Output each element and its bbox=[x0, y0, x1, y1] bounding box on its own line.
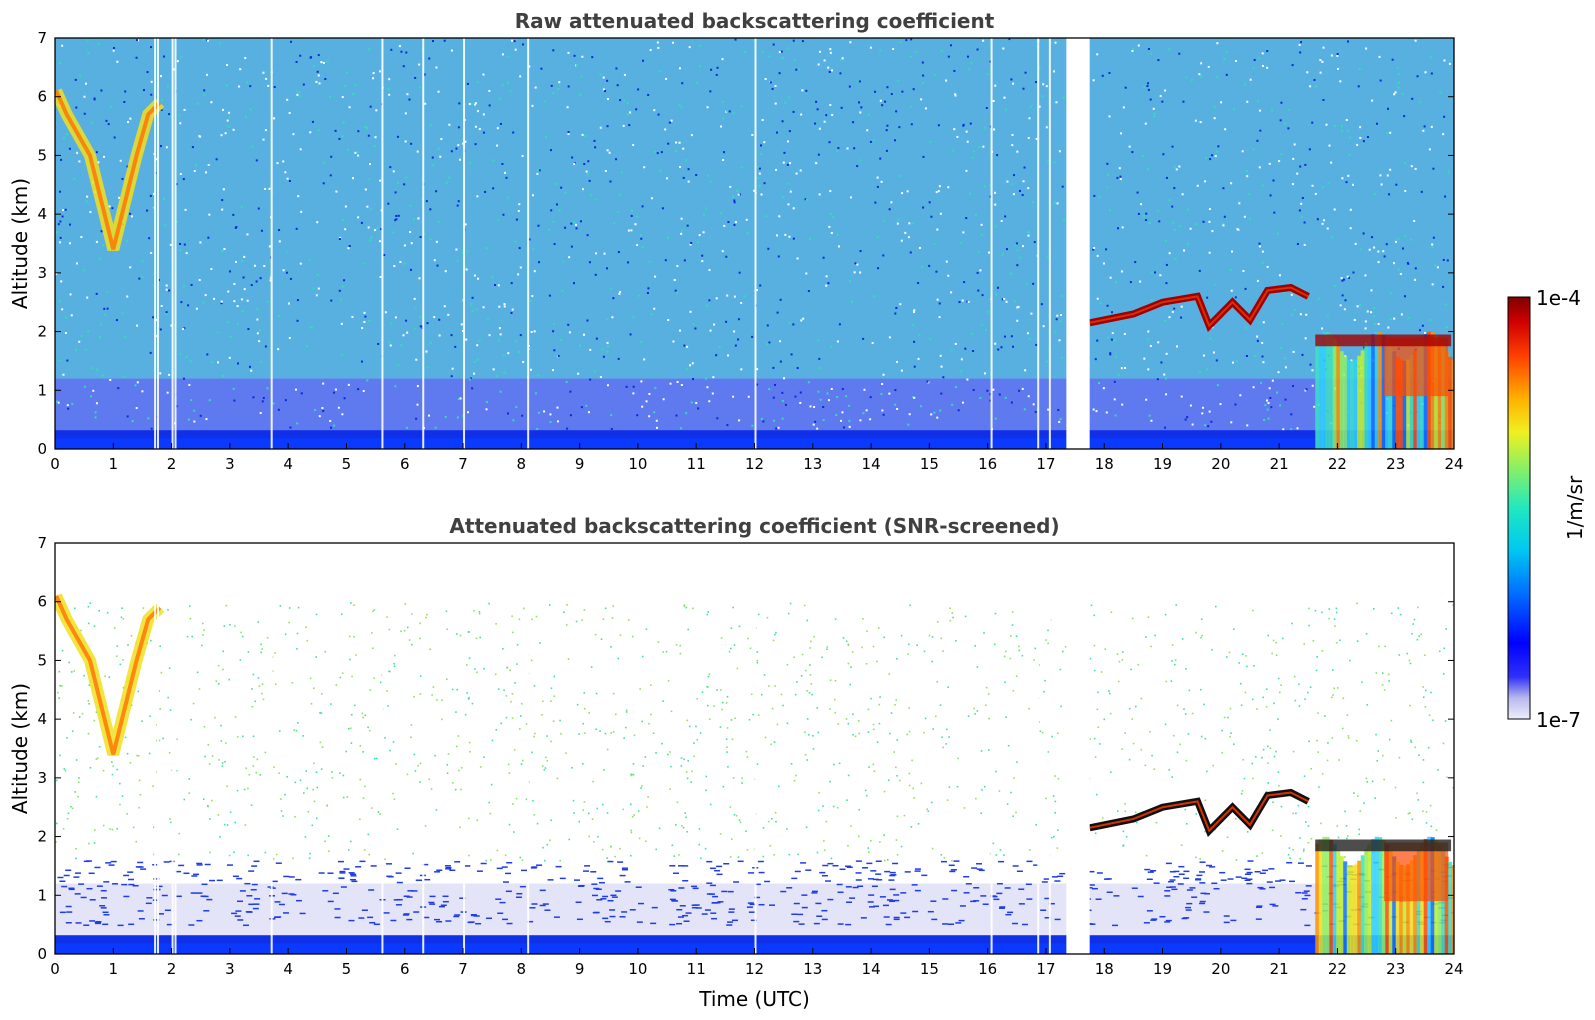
x-tick-label: 11 bbox=[687, 960, 706, 978]
y-tick-label: 4 bbox=[37, 205, 47, 223]
heatmap-screened bbox=[55, 543, 1454, 954]
data-gap bbox=[1066, 38, 1090, 449]
x-tick-label: 6 bbox=[400, 455, 410, 473]
x-tick-label: 8 bbox=[517, 455, 527, 473]
low-cloud-precip bbox=[1315, 836, 1454, 954]
colorbar: 1e-4 1e-7 1/m/sr bbox=[1507, 286, 1587, 732]
x-tick-label: 17 bbox=[1036, 960, 1055, 978]
y-tick-label: 6 bbox=[37, 593, 47, 611]
x-tick-label: 18 bbox=[1095, 960, 1114, 978]
heatmap-raw bbox=[55, 38, 1454, 449]
x-tick-label: 22 bbox=[1328, 960, 1347, 978]
x-ticks-raw: 0 1 2 3 4 5 6 7 8 9 10 11 12 13 14 15 16 17 18 19 20 21 22 23 24 bbox=[50, 443, 1464, 473]
x-tick-label: 10 bbox=[628, 455, 647, 473]
x-tick-label: 18 bbox=[1095, 455, 1114, 473]
x-tick-label: 12 bbox=[745, 455, 764, 473]
data-gap bbox=[1066, 543, 1090, 954]
x-tick-label: 19 bbox=[1153, 455, 1172, 473]
x-tick-label: 23 bbox=[1386, 960, 1405, 978]
y-tick-label: 0 bbox=[37, 440, 47, 458]
y-tick-label: 6 bbox=[37, 88, 47, 106]
y-axis-label-raw: Altitude (km) bbox=[8, 178, 32, 309]
x-tick-label: 2 bbox=[167, 960, 177, 978]
x-tick-label: 5 bbox=[342, 960, 352, 978]
x-tick-label: 20 bbox=[1211, 455, 1230, 473]
y-ticks-screened: 0 1 2 3 4 5 6 7 bbox=[37, 534, 1454, 963]
x-tick-label: 20 bbox=[1211, 960, 1230, 978]
chart-title-raw: Raw attenuated backscattering coefficien… bbox=[515, 9, 995, 33]
x-tick-label: 24 bbox=[1444, 960, 1463, 978]
y-tick-label: 3 bbox=[37, 264, 47, 282]
colorbar-max-label: 1e-4 bbox=[1536, 286, 1581, 310]
x-tick-label: 10 bbox=[628, 960, 647, 978]
x-tick-label: 16 bbox=[978, 960, 997, 978]
x-tick-label: 11 bbox=[687, 455, 706, 473]
x-tick-label: 7 bbox=[458, 455, 468, 473]
x-tick-label: 12 bbox=[745, 960, 764, 978]
x-tick-label: 9 bbox=[575, 960, 585, 978]
x-axis-label: Time (UTC) bbox=[698, 987, 810, 1011]
x-tick-label: 13 bbox=[803, 960, 822, 978]
x-ticks-screened: 0 1 2 3 4 5 6 7 8 9 10 11 12 13 14 15 16 17 18 19 20 21 22 23 24 bbox=[50, 948, 1464, 978]
x-tick-label: 0 bbox=[50, 455, 60, 473]
x-tick-label: 23 bbox=[1386, 455, 1405, 473]
x-tick-label: 3 bbox=[225, 960, 235, 978]
x-tick-label: 4 bbox=[283, 960, 293, 978]
y-tick-label: 2 bbox=[37, 323, 47, 341]
y-tick-label: 1 bbox=[37, 381, 47, 399]
x-tick-label: 4 bbox=[283, 455, 293, 473]
x-tick-label: 8 bbox=[517, 960, 527, 978]
y-tick-label: 4 bbox=[37, 710, 47, 728]
x-tick-label: 13 bbox=[803, 455, 822, 473]
x-tick-label: 17 bbox=[1036, 455, 1055, 473]
colorbar-unit-label: 1/m/sr bbox=[1563, 475, 1587, 540]
x-tick-label: 21 bbox=[1270, 960, 1289, 978]
panel-raw: Raw attenuated backscattering coefficien… bbox=[8, 9, 1464, 473]
x-tick-label: 19 bbox=[1153, 960, 1172, 978]
x-tick-label: 5 bbox=[342, 455, 352, 473]
chart-title-screened: Attenuated backscattering coefficient (S… bbox=[449, 514, 1059, 538]
x-tick-label: 15 bbox=[920, 960, 939, 978]
y-ticks-raw: 0 1 2 3 4 5 6 7 bbox=[37, 29, 1454, 458]
x-tick-label: 14 bbox=[862, 960, 881, 978]
x-tick-label: 1 bbox=[109, 455, 119, 473]
y-tick-label: 5 bbox=[37, 146, 47, 164]
x-tick-label: 14 bbox=[862, 455, 881, 473]
x-tick-label: 2 bbox=[167, 455, 177, 473]
x-tick-label: 21 bbox=[1270, 455, 1289, 473]
y-tick-label: 0 bbox=[37, 945, 47, 963]
x-tick-label: 16 bbox=[978, 455, 997, 473]
y-tick-label: 7 bbox=[37, 534, 47, 552]
y-tick-label: 7 bbox=[37, 29, 47, 47]
x-tick-label: 7 bbox=[458, 960, 468, 978]
colorbar-min-label: 1e-7 bbox=[1536, 708, 1581, 732]
x-tick-label: 22 bbox=[1328, 455, 1347, 473]
x-tick-label: 1 bbox=[109, 960, 119, 978]
x-tick-label: 6 bbox=[400, 960, 410, 978]
low-cloud-precip bbox=[1315, 331, 1454, 449]
colorbar-gradient bbox=[1507, 296, 1531, 720]
panel-screened: Attenuated backscattering coefficient (S… bbox=[8, 514, 1464, 1011]
cloud-layer bbox=[1088, 788, 1310, 837]
x-tick-label: 15 bbox=[920, 455, 939, 473]
y-tick-label: 3 bbox=[37, 769, 47, 787]
y-tick-label: 2 bbox=[37, 828, 47, 846]
y-tick-label: 1 bbox=[37, 886, 47, 904]
x-tick-label: 24 bbox=[1444, 455, 1463, 473]
x-tick-label: 9 bbox=[575, 455, 585, 473]
x-tick-label: 3 bbox=[225, 455, 235, 473]
y-tick-label: 5 bbox=[37, 651, 47, 669]
y-axis-label-screened: Altitude (km) bbox=[8, 683, 32, 814]
x-tick-label: 0 bbox=[50, 960, 60, 978]
